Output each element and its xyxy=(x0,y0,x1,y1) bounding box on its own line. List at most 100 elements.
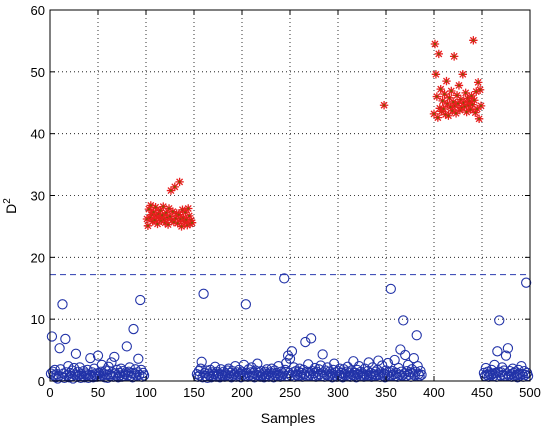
x-tick-label: 400 xyxy=(423,385,445,400)
normal-sample-point xyxy=(212,370,224,381)
fault-sample-point xyxy=(143,221,153,230)
fault-sample-point xyxy=(436,84,445,94)
x-tick-label: 100 xyxy=(135,385,157,400)
normal-sample-point xyxy=(135,294,146,306)
x-tick-label: 250 xyxy=(279,385,301,400)
normal-sample-point xyxy=(521,277,532,288)
normal-sample-point xyxy=(138,370,150,381)
fault-sample-point xyxy=(431,70,441,79)
normal-sample-point xyxy=(391,367,402,379)
normal-sample-point xyxy=(385,283,396,295)
fault-sample-point xyxy=(442,76,451,86)
fault-sample-point xyxy=(452,91,462,100)
y-tick-label: 30 xyxy=(31,189,45,204)
normal-sample-point xyxy=(305,333,317,344)
fault-sample-point xyxy=(458,70,467,79)
fault-sample-point xyxy=(166,186,176,195)
x-tick-label: 300 xyxy=(327,385,349,400)
fault-sample-point xyxy=(432,92,442,101)
normal-sample-point xyxy=(291,369,302,380)
fault-sample-point xyxy=(460,102,469,111)
fault-sample-point xyxy=(448,106,457,115)
fault-sample-point xyxy=(439,104,448,114)
y-axis-label-superscript: 2 xyxy=(2,198,13,204)
fault-sample-point xyxy=(433,113,443,122)
fault-sample-point xyxy=(454,81,464,90)
x-axis-label: Samples xyxy=(261,410,315,426)
normal-sample-point xyxy=(502,343,514,354)
fault-sample-point xyxy=(474,114,484,124)
fault-sample-point xyxy=(175,177,184,187)
x-tick-label: 50 xyxy=(91,385,105,400)
fault-sample-point xyxy=(185,211,194,221)
normal-sample-point xyxy=(92,350,104,361)
fault-sample-point xyxy=(187,218,197,227)
x-tick-label: 0 xyxy=(46,385,53,400)
normal-sample-point xyxy=(85,352,96,364)
y-axis-label-base: D xyxy=(3,204,19,214)
normal-sample-point xyxy=(494,315,505,326)
x-tick-label: 500 xyxy=(519,385,541,400)
normal-sample-point xyxy=(317,349,328,360)
fault-sample-point xyxy=(473,78,483,87)
normal-sample-point xyxy=(415,365,426,377)
normal-sample-point xyxy=(399,368,410,379)
normal-sample-point xyxy=(70,348,82,359)
fault-sample-point xyxy=(163,220,173,229)
normal-sample-point xyxy=(389,354,400,366)
normal-sample-point xyxy=(500,350,512,361)
normal-sample-point xyxy=(486,364,497,376)
fault-sample-point xyxy=(445,93,454,103)
fault-sample-point xyxy=(434,49,443,59)
normal-sample-point xyxy=(408,352,419,364)
fault-sample-point xyxy=(146,201,155,210)
normal-sample-point xyxy=(198,288,209,299)
normal-sample-point xyxy=(121,341,132,352)
x-tick-label: 150 xyxy=(183,385,205,400)
axis-ticks: 0 50 100 150 200 250 300 350 400 450 500 0 10 20 30 40 5… xyxy=(31,3,541,400)
normal-sample-point xyxy=(133,353,144,364)
normal-sample-point xyxy=(412,361,423,372)
normal-sample-point xyxy=(46,331,58,342)
fault-sample-point xyxy=(158,211,167,220)
fault-sample-point xyxy=(430,39,440,49)
fault-sample-point xyxy=(447,86,456,96)
fault-sample-point xyxy=(184,204,193,213)
fault-sample-point xyxy=(170,182,179,192)
normal-sample-point xyxy=(300,336,311,348)
normal-sample-point xyxy=(277,370,288,381)
fault-sample-point xyxy=(467,91,476,101)
x-tick-label: 450 xyxy=(471,385,493,400)
fault-sample-point xyxy=(174,210,183,219)
normal-sample-point xyxy=(69,369,81,380)
normal-sample-point xyxy=(279,273,290,284)
fault-sample-point xyxy=(159,202,168,211)
fault-sample-point xyxy=(151,203,160,212)
normal-sample-point xyxy=(196,356,207,367)
y-axis-label: D2 xyxy=(2,198,19,214)
fault-sample-point xyxy=(177,222,186,231)
fault-sample-point xyxy=(438,96,447,106)
y-tick-label: 0 xyxy=(38,374,45,389)
fault-sample-point xyxy=(449,52,459,61)
normal-sample-point xyxy=(240,299,251,310)
fault-sample-point xyxy=(476,101,486,111)
fault-sample-point xyxy=(379,101,389,110)
fault-sample-point xyxy=(444,111,453,120)
fault-sample-point xyxy=(475,85,485,94)
fault-sample-point xyxy=(462,107,471,117)
fault-sample-point xyxy=(440,89,449,99)
y-tick-label: 60 xyxy=(31,3,45,18)
normal-sample-point xyxy=(386,370,397,381)
normal-sample-point xyxy=(128,323,139,335)
normal-sample-point xyxy=(79,372,90,383)
normal-sample-point xyxy=(193,365,204,377)
normal-sample-point xyxy=(82,364,93,376)
y-tick-label: 10 xyxy=(31,312,45,327)
normal-sample-point xyxy=(284,353,296,364)
normal-sample-point xyxy=(492,346,503,357)
x-tick-label: 350 xyxy=(375,385,397,400)
y-tick-label: 40 xyxy=(31,127,45,142)
normal-sample-point xyxy=(60,333,71,345)
